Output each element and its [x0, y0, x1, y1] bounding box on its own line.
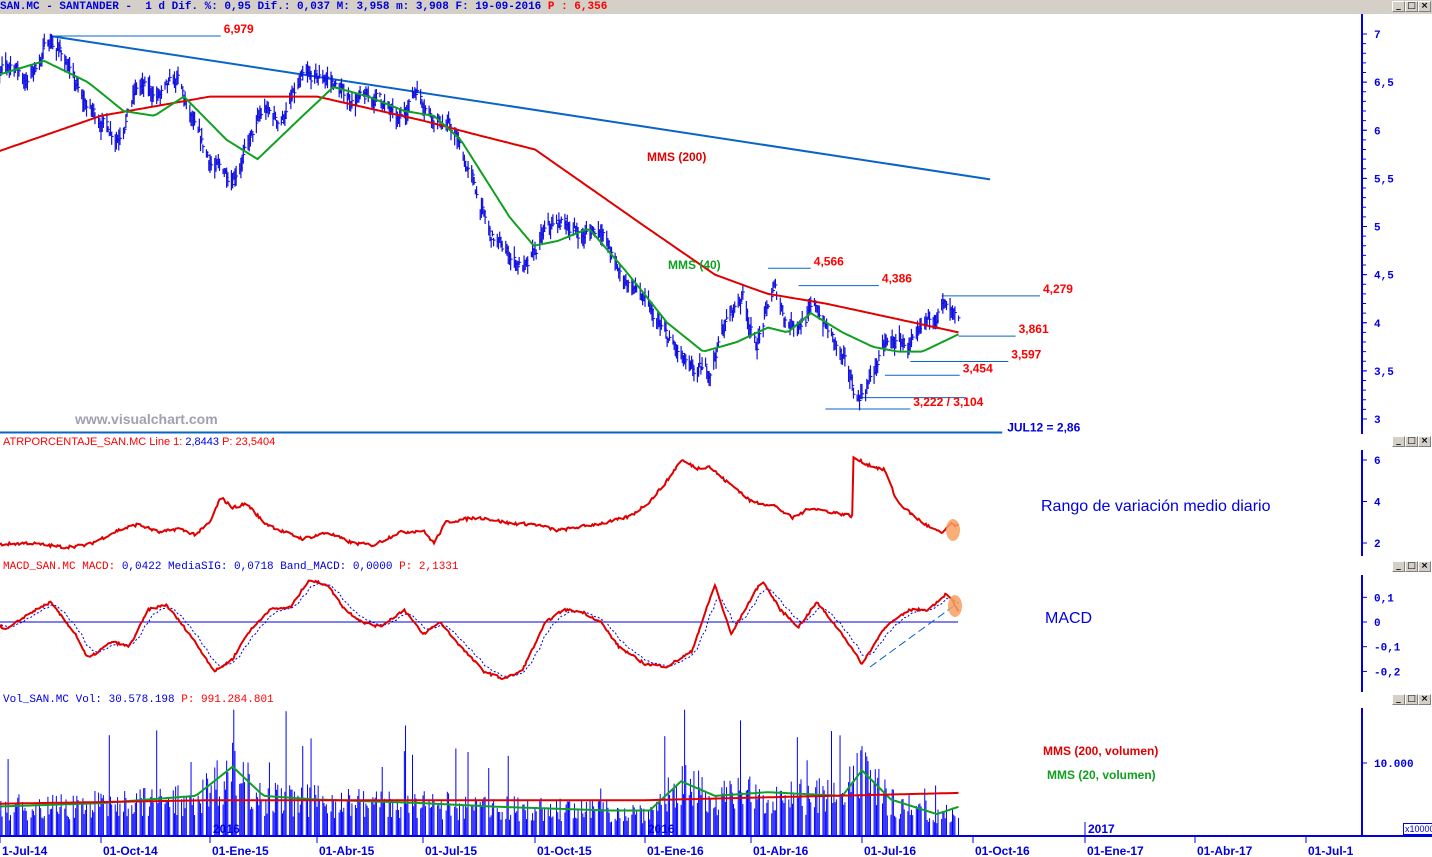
price-axis-tick-label: 3,5 [1374, 367, 1394, 379]
x-axis-label: 01-Abr-17 [1197, 844, 1253, 857]
macd-axis-tick-label: -0,2 [1374, 667, 1400, 679]
maximize-button[interactable]: □ [1405, 436, 1418, 447]
year-label: 2017 [1088, 822, 1115, 836]
x-axis-label: 01-Abr-15 [319, 844, 375, 857]
x-axis-label: 01-Ene-17 [1087, 844, 1144, 857]
header-text: SAN.MC - SANTANDER - 1 d Dif. %: 0,95 Di… [0, 1, 548, 13]
macd-axis-tick-label: -0,1 [1374, 643, 1401, 655]
level-label: 3,454 [963, 361, 993, 375]
macd-axis-tick-label: 0,1 [1374, 593, 1394, 605]
price-axis-tick-label: 4 [1374, 319, 1381, 331]
level-label: 6,979 [224, 22, 254, 36]
price-axis-tick-label: 6,5 [1374, 78, 1394, 90]
atr-axis-tick-label: 2 [1374, 539, 1381, 551]
x-axis-label: 01-Ene-16 [647, 844, 704, 857]
minimize-button[interactable]: _ [1392, 561, 1405, 572]
x-axis-label: 01-Jul-1 [1308, 844, 1354, 857]
header-p: P : 6,356 [547, 1, 608, 13]
price-axis-tick-label: 5 [1374, 223, 1381, 235]
x-axis-label: 01-Oct-16 [975, 844, 1030, 857]
vol-mms20-line [0, 765, 959, 816]
x-axis-label: 01-Oct-14 [103, 844, 158, 857]
level-label: 3,597 [1011, 348, 1041, 362]
atr-highlight [946, 519, 960, 541]
macd-axis-tick-label: 0 [1374, 618, 1381, 630]
close-button[interactable]: × [1418, 436, 1431, 447]
vol-mms20-note: MMS (20, volumen) [1047, 768, 1156, 782]
macd-trend-line [869, 604, 956, 668]
maximize-button[interactable]: □ [1405, 694, 1418, 705]
vol-axis-tick-label: 10.000 [1374, 759, 1414, 771]
level-label: 3,861 [1019, 322, 1049, 336]
atr-axis-tick-label: 6 [1374, 456, 1381, 468]
x-axis-label: 01-Jul-15 [425, 844, 477, 857]
close-button[interactable]: × [1418, 561, 1431, 572]
x-axis-label: 01-Oct-15 [537, 844, 592, 857]
level-label: 4,566 [814, 254, 844, 268]
watermark: www.visualchart.com [75, 411, 218, 427]
maximize-button[interactable]: □ [1405, 1, 1418, 12]
year-label: 2016 [648, 822, 675, 836]
price-axis-tick-label: 3 [1374, 415, 1381, 427]
level-label: 4,386 [882, 272, 912, 286]
atr-title: ATRPORCENTAJE_SAN.MC Line 1: 2,8443 P: 2… [3, 436, 276, 448]
atr-axis-tick-label: 4 [1374, 498, 1381, 510]
atr-line [0, 455, 959, 550]
support-label: JUL12 = 2,86 [1007, 420, 1080, 434]
mms200-line [0, 95, 959, 334]
close-button[interactable]: × [1418, 694, 1431, 705]
macd-title: MACD_SAN.MC MACD: 0,0422 MediaSIG: 0,071… [3, 561, 459, 573]
minimize-button[interactable]: _ [1392, 1, 1405, 12]
macd-note: MACD [1045, 610, 1093, 627]
chart-title-bar: SAN.MC - SANTANDER - 1 d Dif. %: 0,95 Di… [0, 0, 1432, 14]
close-button[interactable]: × [1418, 1, 1431, 12]
trendline [50, 35, 991, 181]
price-axis-tick-label: 6 [1374, 126, 1381, 138]
mms40-line [0, 59, 959, 353]
atr-note: Rango de variación medio diario [1041, 498, 1271, 515]
macd-line [0, 579, 960, 681]
vol-title: Vol_SAN.MC Vol: 30.578.198 P: 991.284.80… [3, 694, 274, 706]
vol-mms200-note: MMS (200, volumen) [1043, 744, 1159, 758]
level-label: 4,279 [1043, 282, 1073, 296]
mms40-label: MMS (40) [668, 258, 721, 272]
vol-mms200-line [0, 791, 959, 805]
price-axis-tick-label: 7 [1374, 30, 1381, 42]
x-axis-label: 01-Ene-15 [212, 844, 269, 857]
minimize-button[interactable]: _ [1392, 436, 1405, 447]
vol-unit: x10000 [1403, 823, 1432, 835]
mms200-label: MMS (200) [647, 150, 706, 164]
level-label: 3,222 / 3,104 [913, 395, 983, 409]
price-axis-tick-label: 4,5 [1374, 271, 1394, 283]
macd-highlight [948, 595, 962, 617]
price-axis-tick-label: 5,5 [1374, 174, 1394, 186]
year-label: 2016 [213, 822, 240, 836]
x-axis-label: 1-Jul-14 [2, 844, 48, 857]
x-axis-label: 01-Abr-16 [753, 844, 809, 857]
macd-signal-line [0, 582, 959, 677]
minimize-button[interactable]: _ [1392, 694, 1405, 705]
maximize-button[interactable]: □ [1405, 561, 1418, 572]
x-axis-label: 01-Jul-16 [864, 844, 916, 857]
